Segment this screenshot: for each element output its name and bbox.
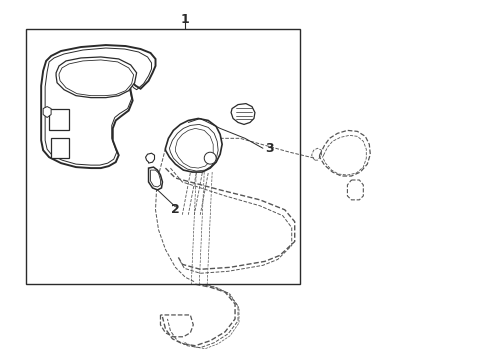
Polygon shape <box>231 104 255 125</box>
Text: 2: 2 <box>171 203 180 216</box>
Polygon shape <box>49 109 69 130</box>
Polygon shape <box>43 107 51 117</box>
Polygon shape <box>166 118 222 172</box>
Circle shape <box>204 152 216 164</box>
Polygon shape <box>51 138 69 158</box>
Text: 1: 1 <box>181 13 190 26</box>
Polygon shape <box>148 167 163 190</box>
Polygon shape <box>146 153 154 163</box>
Polygon shape <box>56 57 137 98</box>
Polygon shape <box>41 45 155 168</box>
Bar <box>26 29 300 284</box>
Text: 3: 3 <box>265 142 273 155</box>
